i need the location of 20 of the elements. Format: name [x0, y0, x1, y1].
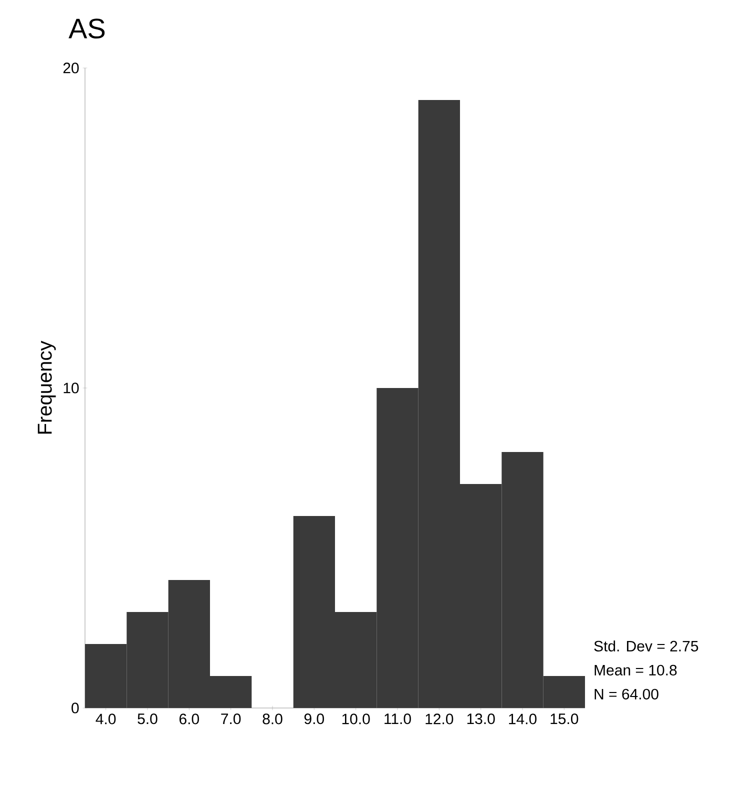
x-tick-label: 13.0 — [467, 714, 495, 724]
x-tick-label: 6.0 — [180, 714, 199, 724]
y-tick-label: 0 — [72, 702, 79, 714]
x-tick-label: 12.0 — [426, 714, 454, 724]
x-tick-label: 11.0 — [384, 714, 411, 724]
y-tick-label: 10 — [64, 382, 79, 394]
x-tick-label: 5.0 — [138, 714, 158, 724]
x-tick-label: 15.0 — [550, 714, 578, 724]
x-tick-label: 9.0 — [304, 714, 324, 724]
x-tick-label: 14.0 — [509, 714, 536, 724]
text: Std. Dev = 2.75 — [594, 640, 698, 652]
text: Mean = 10.8 — [594, 664, 677, 676]
x-tick-label: 7.0 — [221, 714, 241, 724]
x-tick-label: 8.0 — [262, 714, 282, 724]
chart-title: AS — [68, 18, 105, 38]
text: N = 64.00 — [594, 688, 658, 700]
x-tick-label: 4.0 — [96, 714, 116, 724]
x-tick-label: 10.0 — [342, 714, 370, 724]
y-axis-title: Frequency — [38, 340, 56, 434]
y-tick-label: 20 — [63, 62, 79, 74]
